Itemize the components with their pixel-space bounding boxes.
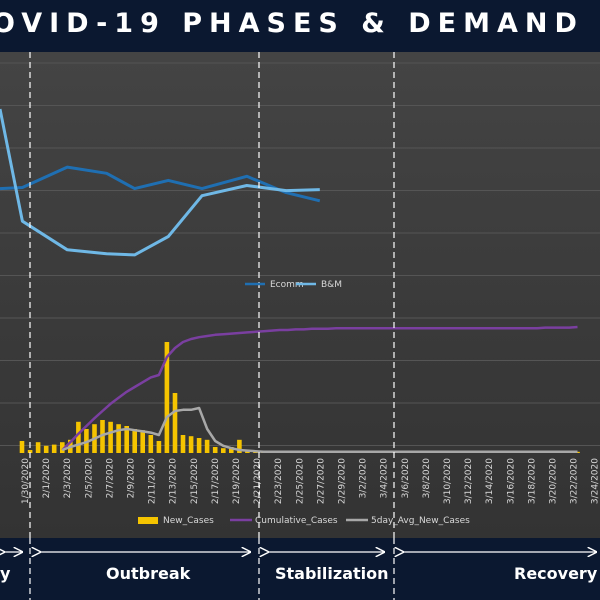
new-cases-bar xyxy=(188,436,194,453)
new-cases-bar xyxy=(229,447,234,453)
x-tick-label: 2/27/2020 xyxy=(316,458,326,504)
x-tick-label: 3/6/2020 xyxy=(401,458,411,499)
x-tick-label: 2/11/2020 xyxy=(148,458,158,504)
new-cases-bar xyxy=(124,426,129,453)
new-cases-bar xyxy=(60,442,65,453)
new-cases-bar xyxy=(132,429,137,453)
new-cases-bar xyxy=(19,441,25,453)
x-tick-label: 2/17/2020 xyxy=(211,458,221,504)
new-cases-bar xyxy=(27,450,33,453)
new-cases-bar xyxy=(156,441,162,453)
x-tick-label: 3/14/2020 xyxy=(485,458,495,504)
new-cases-bar xyxy=(140,430,145,453)
ecomm-line xyxy=(0,165,321,203)
x-tick-label: 2/25/2020 xyxy=(295,458,305,504)
new-cases-bar xyxy=(35,442,41,453)
x-tick-label: 2/19/2020 xyxy=(232,458,242,504)
new-cases-bar xyxy=(43,445,49,453)
x-tick-label: 1/30/2020 xyxy=(21,458,31,504)
x-tick-label: 2/23/2020 xyxy=(274,458,284,504)
legend-swatch xyxy=(138,517,158,524)
legend-label: Cumulative_Cases xyxy=(255,516,338,526)
x-tick-label: 3/2/2020 xyxy=(359,458,369,499)
new-cases-bar xyxy=(172,393,178,453)
x-tick-label: 3/10/2020 xyxy=(443,458,453,504)
new-cases-bar xyxy=(212,447,218,453)
new-cases-bar xyxy=(76,421,81,453)
chart-area xyxy=(0,52,600,538)
new-cases-bar xyxy=(108,421,113,453)
x-tick-label: 2/7/2020 xyxy=(105,458,115,499)
page-title: OVID-19 PHASES & DEMAND SHI xyxy=(0,8,600,39)
new-cases-bar xyxy=(180,435,186,453)
new-cases-bar xyxy=(204,439,210,453)
x-tick-label: 3/4/2020 xyxy=(380,458,390,499)
phase-label-preparedness: y xyxy=(0,564,11,583)
legend-label: Ecomm xyxy=(270,280,304,290)
bm-line xyxy=(0,108,320,257)
x-tick-label: 2/5/2020 xyxy=(84,458,94,499)
cumulative-cases-line xyxy=(61,325,578,451)
x-tick-label: 3/22/2020 xyxy=(570,458,580,504)
x-tick-label: 2/21/2020 xyxy=(253,458,263,504)
new-cases-bar xyxy=(148,435,154,453)
x-tick-label: 2/3/2020 xyxy=(63,458,73,499)
phase-label-outbreak: Outbreak xyxy=(106,564,191,583)
x-tick-label: 2/13/2020 xyxy=(169,458,179,504)
legend-label: B&M xyxy=(321,280,342,290)
avg-new-cases-line xyxy=(61,406,578,454)
x-tick-label: 3/16/2020 xyxy=(506,458,516,504)
phase-bar: y Outbreak Stabilization Recovery xyxy=(0,538,600,600)
x-tick-label: 3/24/2020 xyxy=(591,458,600,504)
legend-label: 5day_Avg_New_Cases xyxy=(371,516,470,526)
phase-label-recovery: Recovery xyxy=(514,564,598,583)
new-cases-bar xyxy=(116,424,121,453)
chart-canvas: 1/30/2020 2/1/2020 2/3/2020 2/5/2020 2/7/202… xyxy=(0,52,600,538)
x-tick-label: 2/1/2020 xyxy=(42,458,52,499)
phase-label-stabilization: Stabilization xyxy=(275,564,389,583)
new-cases-bar xyxy=(196,438,202,453)
new-cases-bar xyxy=(221,448,226,453)
x-tick-label: 3/8/2020 xyxy=(422,458,432,499)
x-tick-label: 3/12/2020 xyxy=(464,458,474,504)
x-tick-label: 3/18/2020 xyxy=(527,458,537,504)
new-cases-bar xyxy=(51,444,57,453)
new-cases-bar xyxy=(237,439,242,453)
new-cases-bar xyxy=(164,342,170,453)
phase-arrows xyxy=(0,538,600,600)
new-cases-bar xyxy=(100,420,105,453)
title-bar: OVID-19 PHASES & DEMAND SHI xyxy=(0,0,600,52)
x-tick-label: 2/29/2020 xyxy=(338,458,348,504)
legend-label: New_Cases xyxy=(163,516,214,526)
x-tick-label: 3/20/2020 xyxy=(549,458,559,504)
x-tick-label: 2/15/2020 xyxy=(190,458,200,504)
x-tick-label: 2/9/2020 xyxy=(127,458,137,499)
